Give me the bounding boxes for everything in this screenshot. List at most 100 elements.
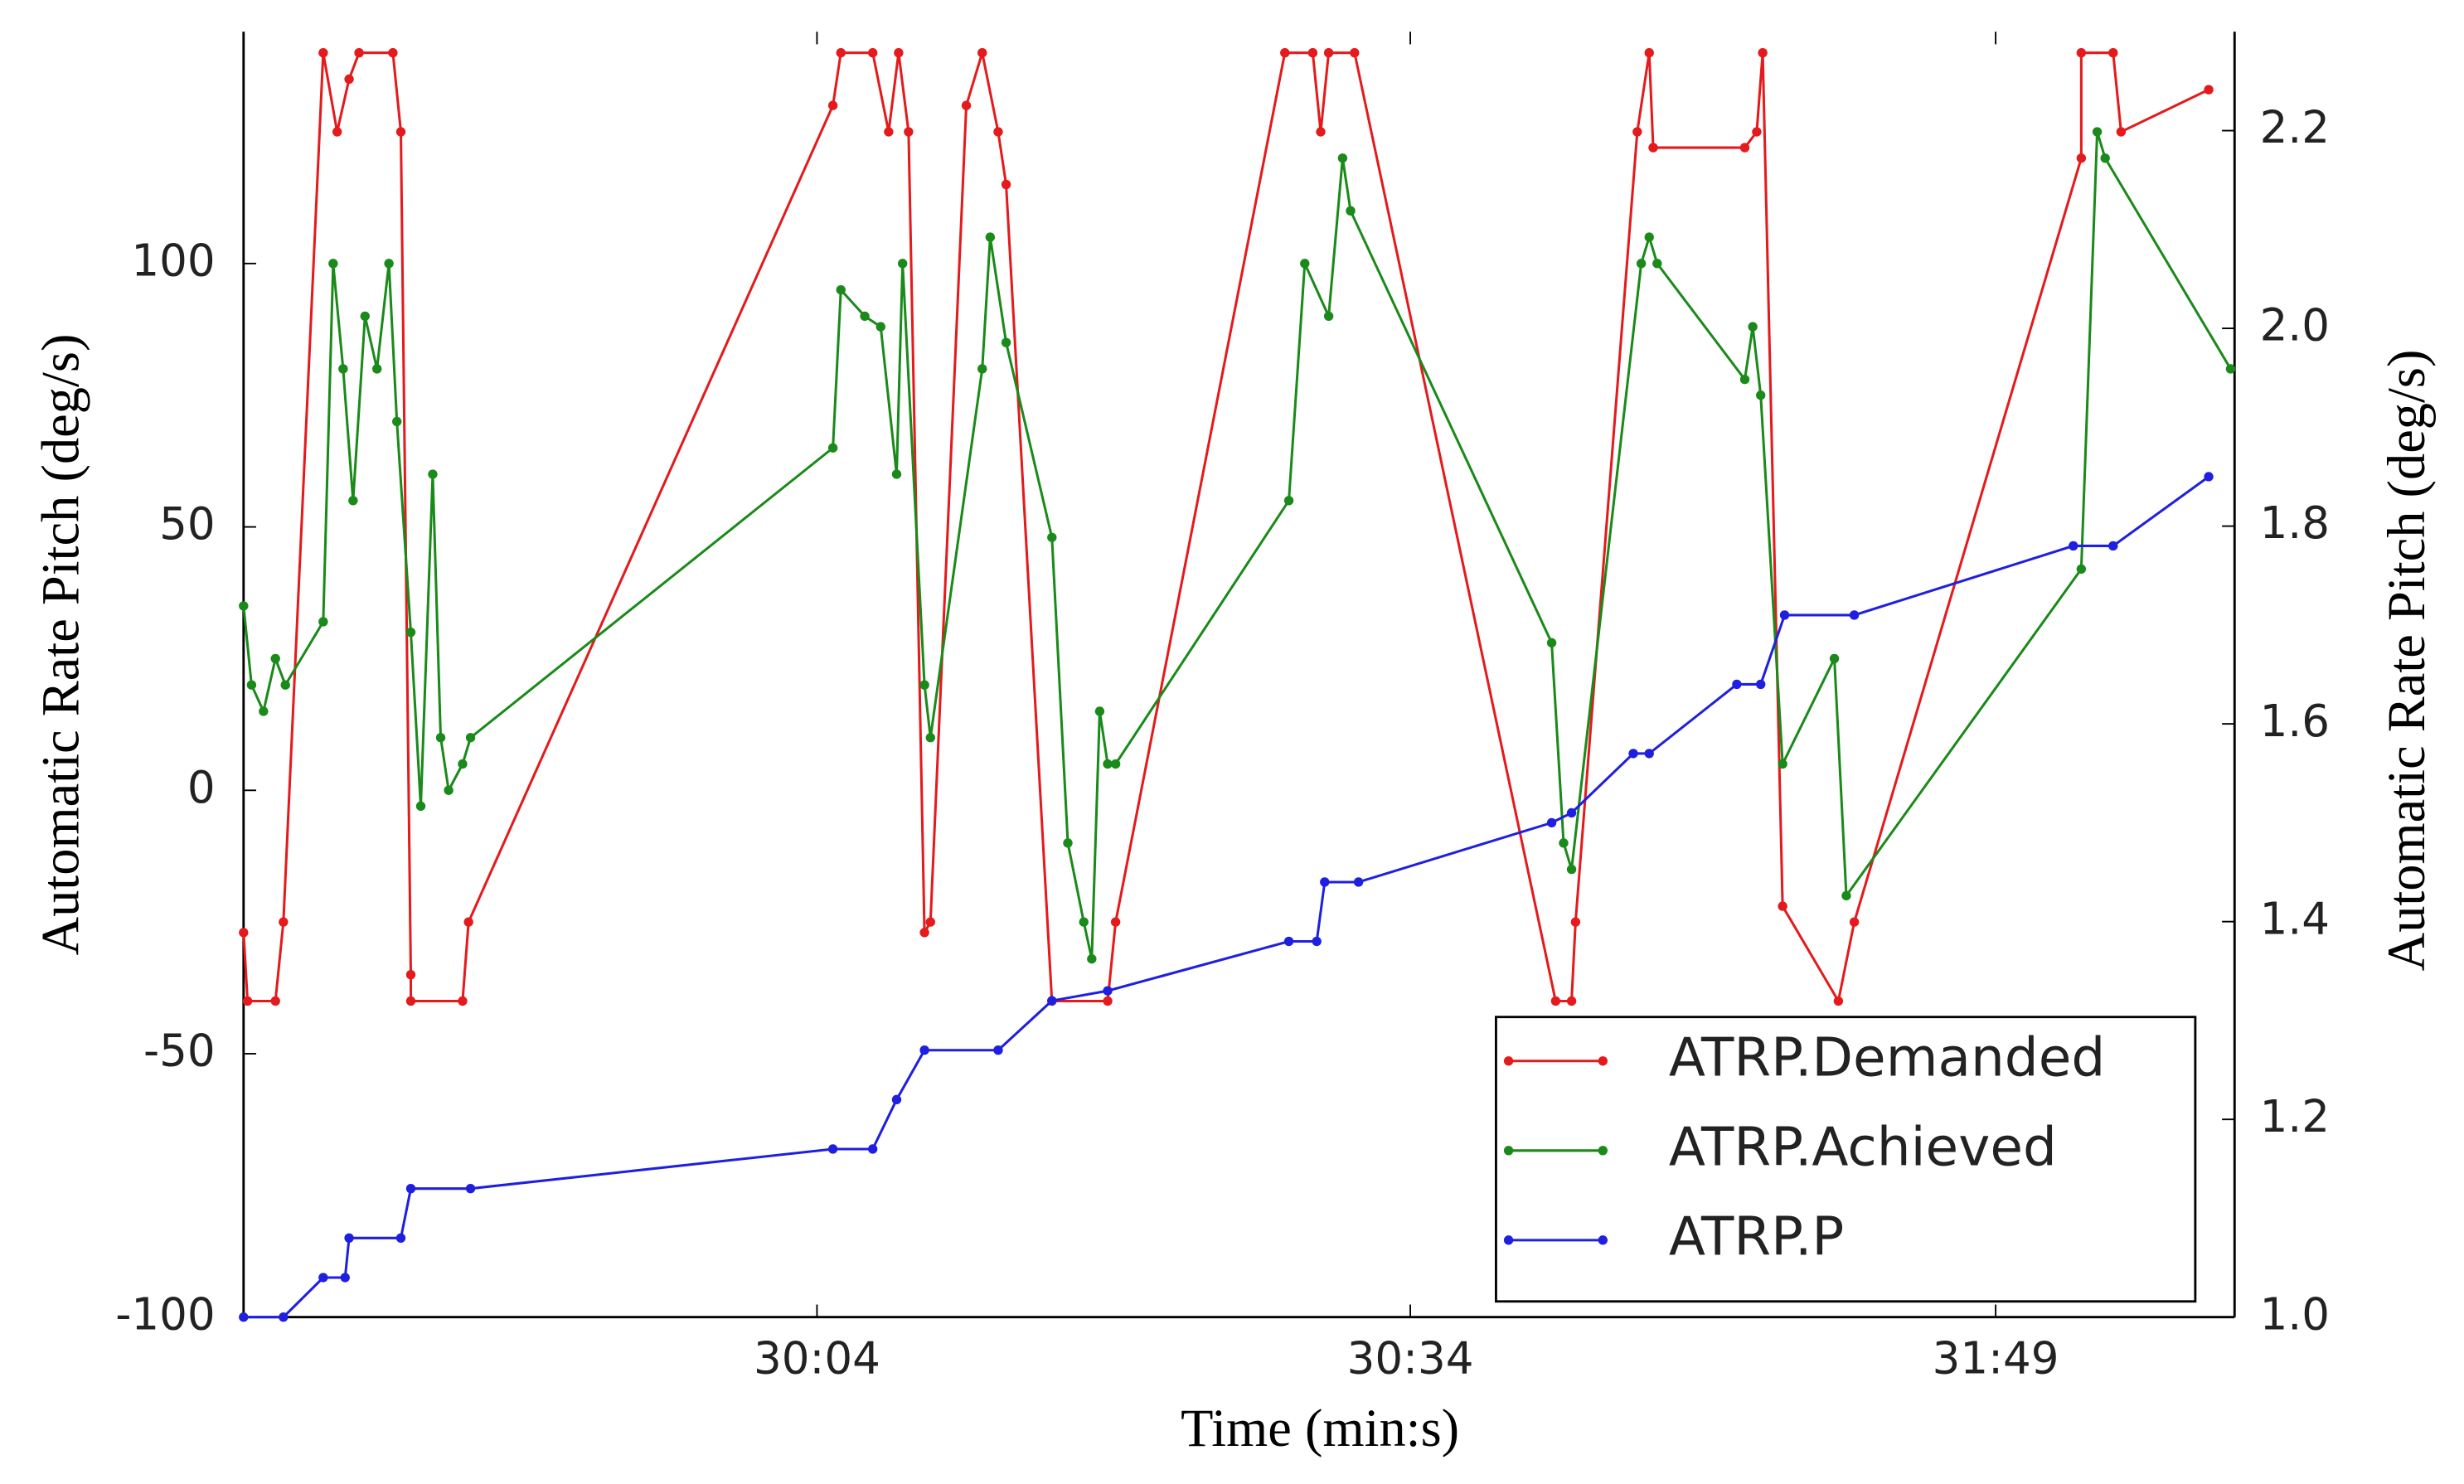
data-point [1110, 759, 1121, 769]
data-point [1644, 232, 1654, 242]
legend-marker [1598, 1146, 1608, 1156]
data-point [388, 48, 398, 58]
data-point [242, 996, 253, 1006]
data-point [1283, 936, 1294, 947]
data-point [1546, 817, 1557, 828]
data-point [904, 127, 914, 137]
data-point [360, 311, 370, 322]
series-line [242, 51, 2209, 1005]
y2-tick-label: 2.0 [2260, 300, 2330, 352]
data-point [1110, 917, 1121, 927]
data-point [1829, 653, 1840, 664]
data-point [1756, 390, 1766, 400]
legend-box [1495, 1016, 2197, 1303]
data-point [1550, 996, 1561, 1006]
data-point [2092, 127, 2103, 137]
data-point [961, 100, 972, 110]
data-point [395, 127, 406, 137]
data-point [1849, 610, 1860, 620]
data-point [239, 928, 249, 938]
series [239, 48, 2214, 1006]
data-point [1280, 48, 1290, 58]
data-point [340, 1273, 350, 1283]
data-point [1841, 890, 1851, 901]
y-axis-label: Automatic Rate Pitch (deg/s) [31, 334, 90, 956]
data-point [1312, 936, 1322, 947]
data-point [1103, 996, 1113, 1006]
data-point [827, 443, 838, 453]
series [239, 472, 2214, 1322]
y2-tick-label: 2.2 [2260, 102, 2330, 153]
data-point [384, 259, 394, 269]
x-axis-label: Time (min:s) [1181, 1399, 1459, 1457]
data-point [860, 311, 870, 322]
data-point [1316, 127, 1326, 137]
data-point [332, 127, 342, 137]
data-point [1346, 206, 1356, 216]
data-point [2076, 48, 2087, 58]
data-point [405, 1183, 416, 1194]
data-point [1566, 996, 1577, 1006]
data-point [428, 469, 438, 479]
data-point [1778, 759, 1787, 769]
data-point [867, 1144, 878, 1154]
data-point [993, 1045, 1003, 1055]
y-tick-label: -100 [115, 1288, 215, 1340]
data-point [270, 653, 280, 664]
series-line [243, 475, 2209, 1319]
data-point [1353, 877, 1364, 887]
data-point [875, 322, 885, 332]
data-point [827, 100, 838, 110]
data-point [827, 1144, 838, 1154]
y2-tick-label: 1.6 [2260, 696, 2330, 747]
data-point [1047, 532, 1057, 542]
data-point [2108, 48, 2118, 58]
y2-axis-label: Automatic Rate Pitch (deg/s) [2377, 350, 2436, 972]
data-point [894, 48, 904, 58]
legend-marker [1503, 1235, 1514, 1245]
data-point [259, 706, 269, 716]
data-point [1748, 322, 1758, 332]
data-point [279, 1312, 289, 1322]
data-point [919, 680, 929, 690]
data-point [1063, 838, 1073, 848]
data-point [1756, 679, 1766, 690]
legend-label: ATRP.P [1669, 1205, 1844, 1268]
data-point [318, 617, 328, 627]
y2-tick-label: 1.4 [2260, 893, 2330, 944]
data-point [2076, 153, 2087, 163]
data-point [348, 496, 358, 506]
legend-label: ATRP.Demanded [1669, 1026, 2105, 1089]
data-point [465, 733, 476, 743]
data-point [1566, 807, 1577, 818]
y-tick-label: 100 [131, 235, 215, 287]
series [239, 127, 2236, 964]
data-point [2108, 541, 2118, 551]
data-point [465, 1183, 476, 1194]
data-point [1628, 749, 1638, 759]
data-point [1566, 864, 1577, 875]
data-point [993, 127, 1003, 137]
data-point [1778, 901, 1787, 911]
y-tick-label: 0 [187, 762, 216, 813]
data-point [395, 1233, 406, 1243]
data-point [1632, 127, 1642, 137]
data-point [1644, 48, 1654, 58]
data-point [1323, 311, 1334, 322]
data-point [1283, 496, 1294, 506]
data-point [985, 232, 996, 242]
data-point [1320, 877, 1330, 887]
data-point [891, 469, 902, 479]
data-point [1300, 259, 1310, 269]
series-line [242, 131, 2232, 959]
x-tick-label: 30:04 [754, 1332, 880, 1384]
data-point [1079, 917, 1089, 927]
data-point [458, 759, 468, 769]
data-point [1047, 996, 1057, 1006]
y2-tick-label: 1.2 [2260, 1091, 2330, 1142]
data-point [1644, 749, 1654, 759]
data-point [463, 917, 473, 927]
data-point [2116, 127, 2127, 137]
y2-tick-label: 1.8 [2260, 497, 2330, 549]
